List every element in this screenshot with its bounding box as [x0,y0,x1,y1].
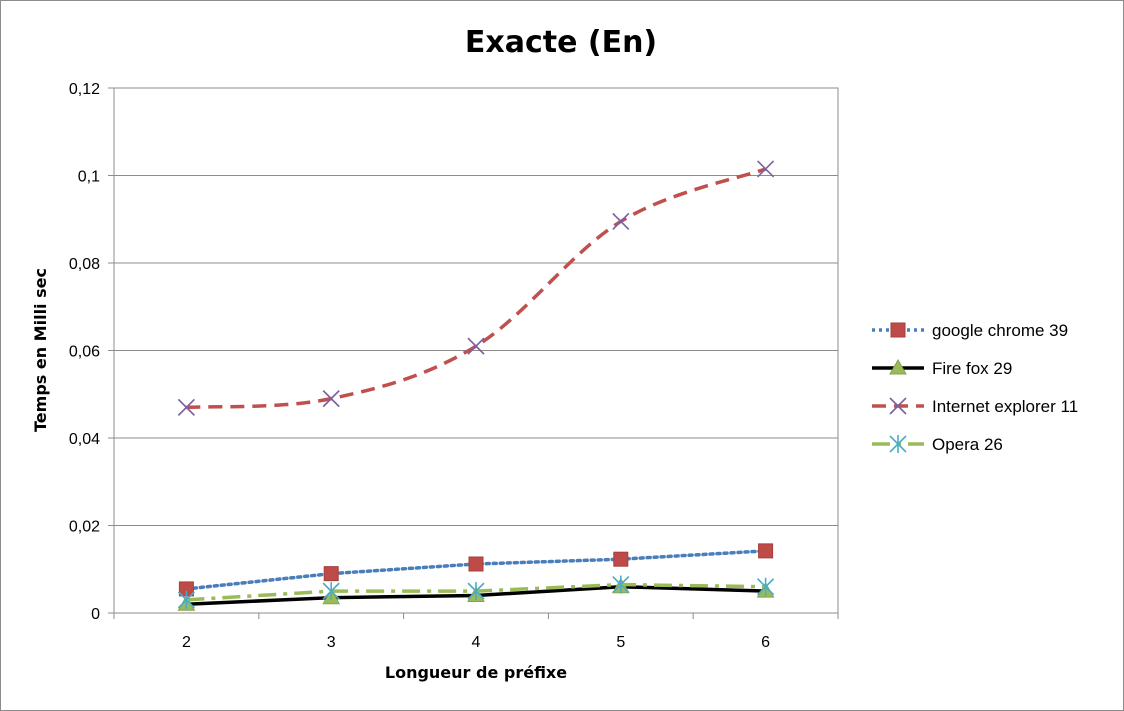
legend-swatch-marker [889,358,907,375]
y-axis-title: Temps en Milli sec [31,268,50,432]
series-opera-26 [177,575,775,609]
legend-label: google chrome 39 [932,321,1068,340]
data-point-google-chrome-39 [758,543,774,559]
data-point-internet-explorer-11 [177,398,195,416]
x-tick-label: 2 [182,634,191,651]
series-internet-explorer-11 [177,160,775,416]
x-tick-label: 3 [327,634,336,651]
y-tick-label: 0,06 [69,344,100,361]
x-tick-label: 6 [761,634,770,651]
chart-title: Exacte (En) [465,25,657,60]
data-point-internet-explorer-11-stroke [757,160,775,178]
data-point-internet-explorer-11-stroke [467,337,485,355]
data-point-internet-explorer-11 [612,212,630,231]
legend-swatch-marker [889,435,907,453]
data-point-opera-26 [757,577,775,596]
legend-swatch-marker [890,322,906,338]
gridlines [114,87,838,526]
y-tick-label: 0,08 [69,256,100,273]
y-tick-label: 0,12 [69,81,100,98]
data-point-internet-explorer-11 [467,337,485,355]
x-tick-label: 5 [616,634,625,651]
data-point-internet-explorer-11-stroke [322,390,340,408]
legend-swatch-marker-stroke [889,397,907,415]
x-axis-title: Longueur de préfixe [385,663,567,682]
legend-swatch-marker [889,397,907,415]
legend-item-fire-fox-29: Fire fox 29 [872,358,1012,378]
legend: google chrome 39 Fire fox 29 Internet expl… [872,321,1078,454]
legend-item-internet-explorer-11: Internet explorer 11 [872,397,1078,416]
y-tick-label: 0,02 [69,519,100,536]
data-point-opera-26 [177,590,195,609]
legend-item-google-chrome-39: google chrome 39 [872,321,1068,340]
legend-label: Opera 26 [932,435,1003,454]
y-tick-label: 0,1 [78,169,100,186]
series-group [177,160,775,611]
data-point-google-chrome-39 [323,566,339,582]
data-point-google-chrome-39 [613,551,629,567]
series-line-internet-explorer-11 [186,167,767,410]
x-tick-label: 4 [472,634,481,651]
data-point-google-chrome-39 [468,556,484,572]
y-tick-label: 0 [91,606,100,623]
y-tick-label: 0,04 [69,431,100,448]
legend-item-opera-26: Opera 26 [872,435,1003,454]
data-point-opera-26 [612,575,630,594]
data-point-internet-explorer-11 [322,390,340,408]
data-point-internet-explorer-11 [757,160,775,178]
data-point-opera-26 [322,582,340,601]
data-point-opera-26 [467,582,485,601]
series-google-chrome-39 [178,543,774,597]
legend-label: Internet explorer 11 [932,397,1078,416]
axes: 0 0,02 0,04 0,06 0,08 0,1 0,12 2 3 4 5 6 [69,81,839,651]
data-point-internet-explorer-11-stroke [177,398,195,416]
data-point-internet-explorer-11-stroke [612,212,630,231]
legend-label: Fire fox 29 [932,359,1012,378]
